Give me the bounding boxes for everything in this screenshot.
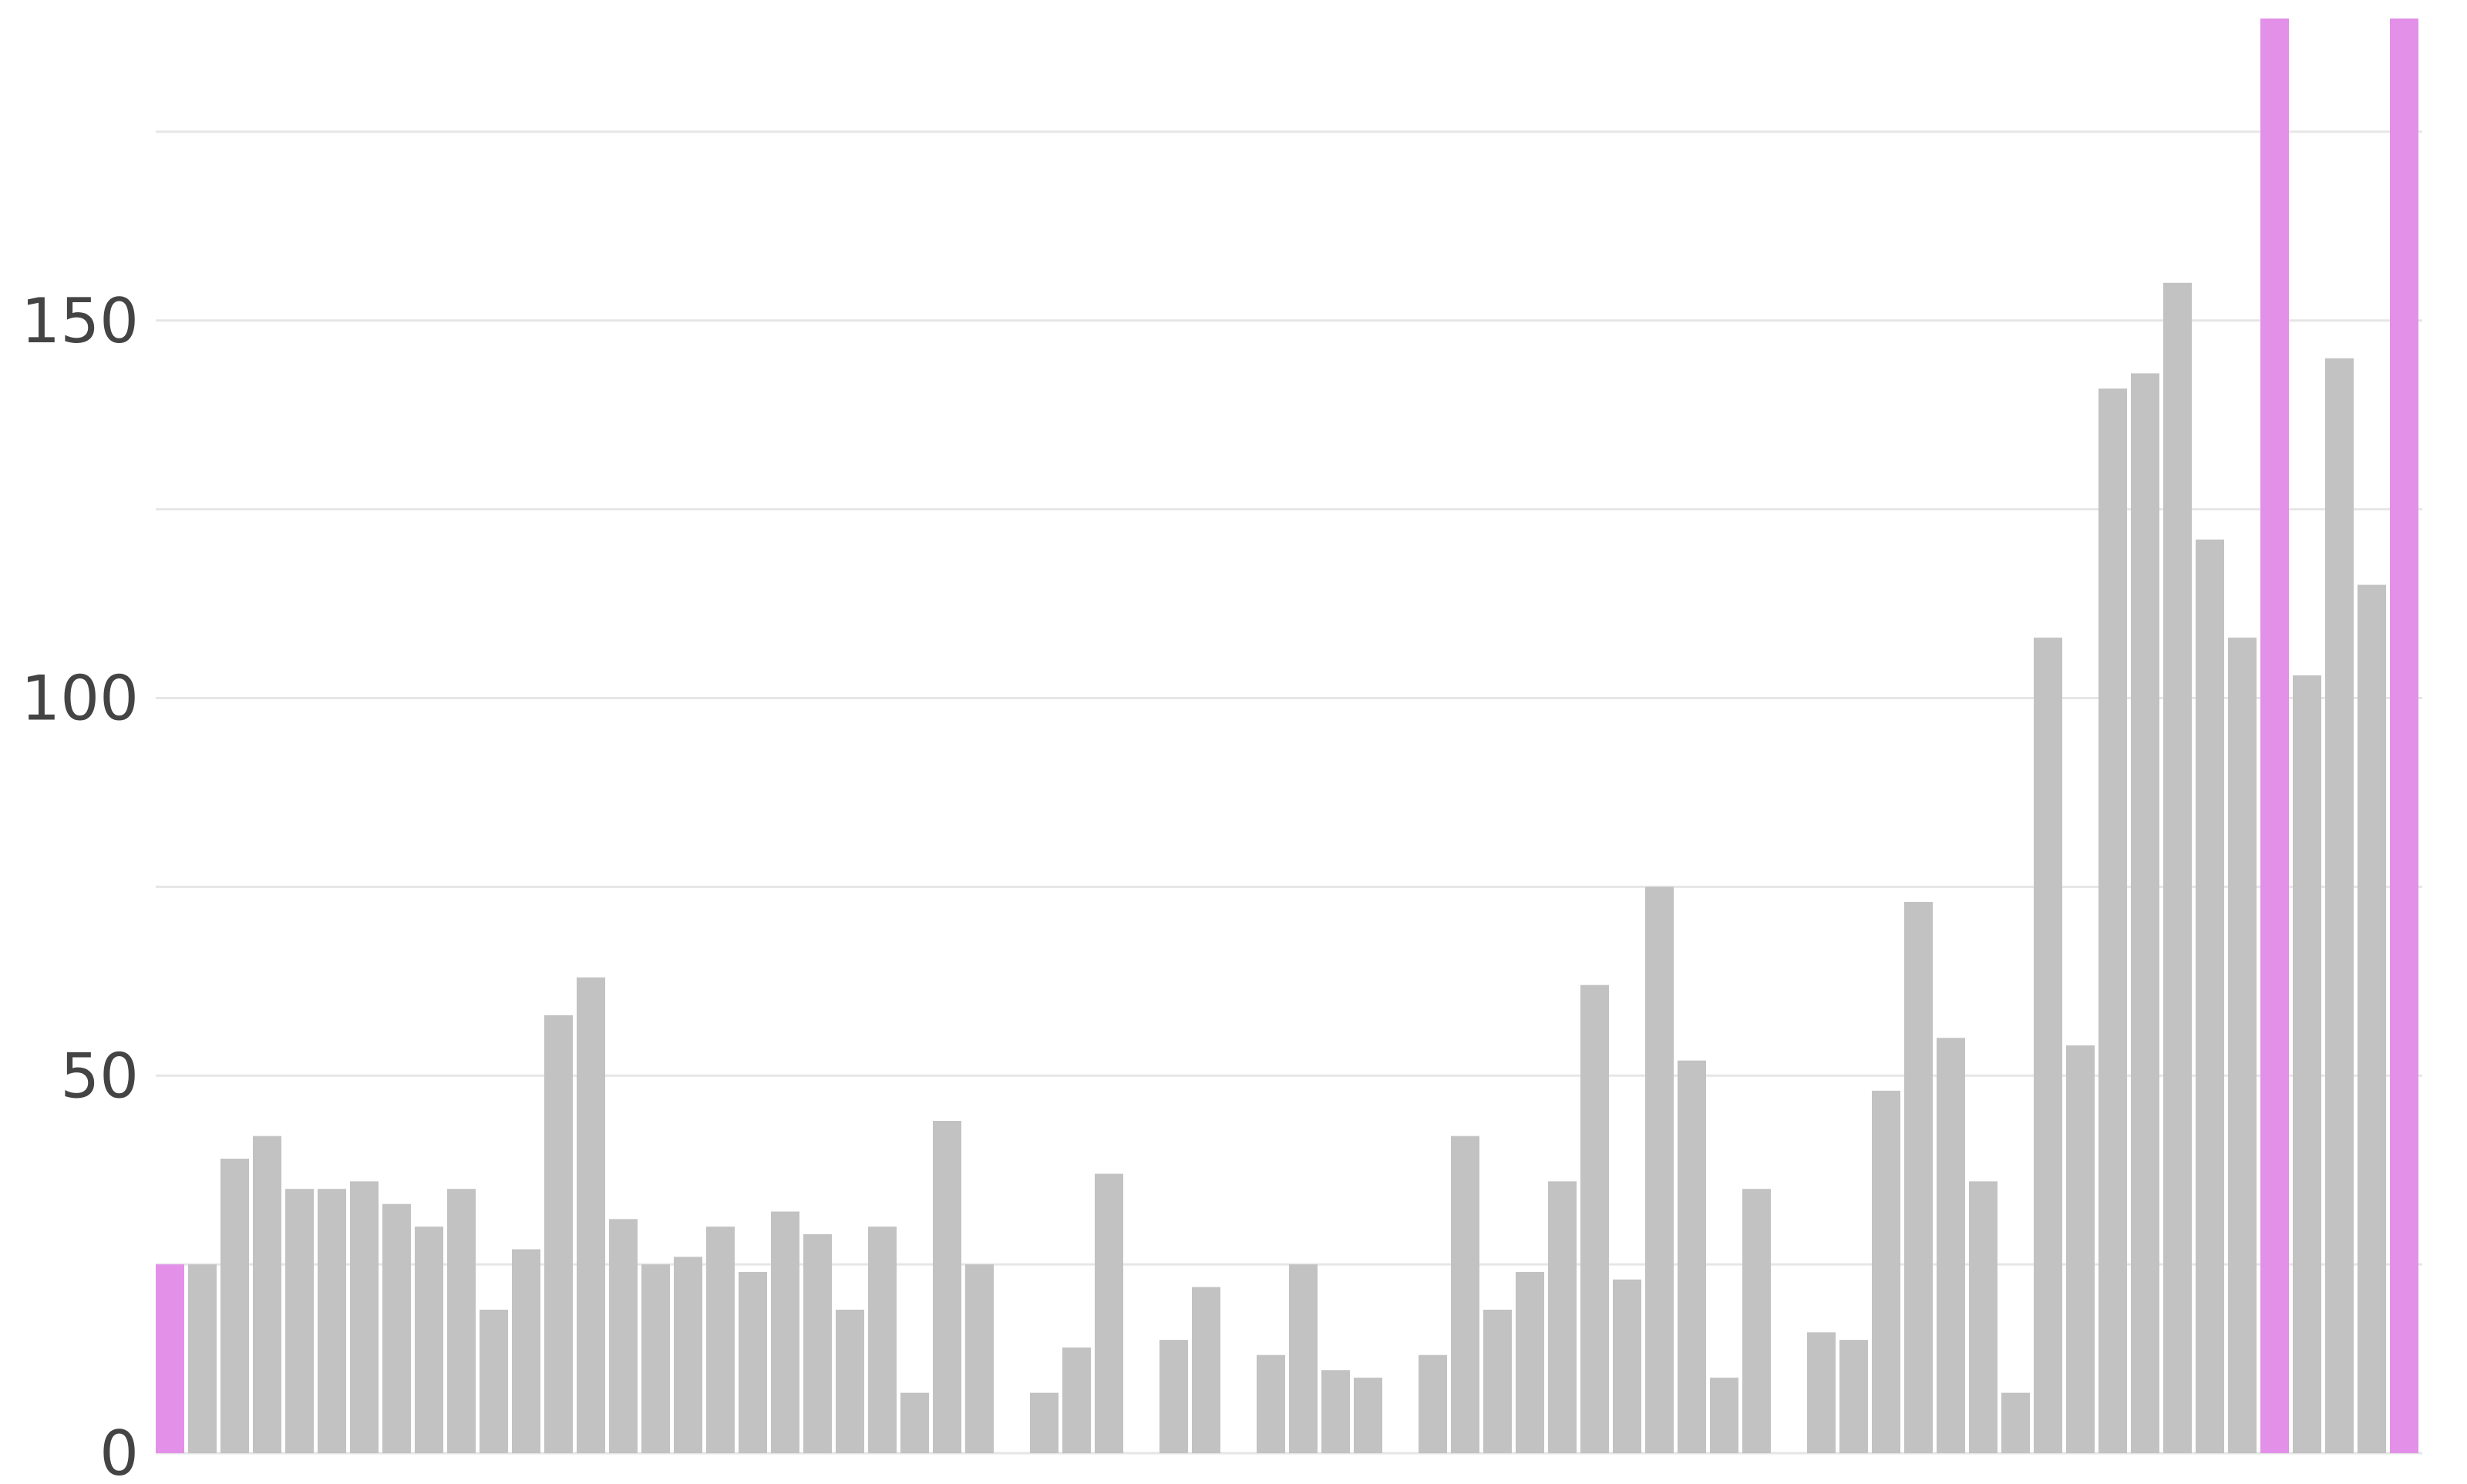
bar-48	[1710, 1378, 1738, 1453]
bar-59	[2066, 1045, 2095, 1453]
bar-2	[220, 1159, 249, 1453]
bar-10	[480, 1309, 508, 1453]
bar-68	[2358, 584, 2386, 1454]
bar-4	[285, 1189, 314, 1453]
bar-49	[1742, 1189, 1771, 1453]
bar-22	[868, 1227, 897, 1453]
bar-45	[1613, 1279, 1641, 1453]
bar-32	[1192, 1287, 1220, 1453]
bar-35	[1289, 1264, 1318, 1453]
bar-17	[706, 1227, 735, 1453]
bar-15	[641, 1264, 670, 1453]
bar-67	[2325, 358, 2354, 1453]
bar-51	[1807, 1332, 1836, 1453]
bar-1	[188, 1264, 217, 1453]
bar-8	[415, 1227, 443, 1453]
bar-20	[803, 1233, 832, 1453]
bar-55	[1937, 1038, 1965, 1453]
bar-31	[1159, 1340, 1188, 1453]
bar-54	[1904, 901, 1933, 1453]
bar-41	[1483, 1309, 1512, 1453]
bar-46	[1645, 887, 1674, 1453]
bar-64	[2228, 638, 2257, 1453]
bar-28	[1062, 1347, 1091, 1453]
bar-40	[1451, 1136, 1479, 1453]
bar-11	[512, 1249, 540, 1453]
bar-25	[965, 1264, 994, 1453]
bar-21	[836, 1309, 864, 1453]
bar-5	[318, 1189, 346, 1453]
bar-39	[1419, 1354, 1447, 1453]
bar-56	[1969, 1181, 1997, 1453]
bar-7	[382, 1203, 411, 1453]
bar-66	[2293, 675, 2321, 1453]
bar-19	[771, 1211, 799, 1453]
bar-18	[739, 1271, 767, 1453]
y-tick-label-50: 50	[60, 1040, 139, 1112]
bar-61	[2131, 373, 2159, 1453]
bar-9	[447, 1189, 476, 1453]
bar-58	[2034, 638, 2062, 1453]
y-tick-label-0: 0	[99, 1418, 139, 1480]
bar-24	[933, 1121, 961, 1453]
bar-27	[1030, 1392, 1058, 1453]
bar-12	[544, 1015, 573, 1453]
highlighted-bar-0	[156, 1264, 184, 1453]
gridlines	[156, 130, 2422, 1455]
bar-16	[674, 1257, 702, 1453]
bar-53	[1872, 1090, 1900, 1453]
bar-14	[609, 1219, 638, 1453]
highlighted-bar-69	[2390, 19, 2418, 1453]
bar-62	[2163, 282, 2192, 1453]
bar-52	[1839, 1340, 1868, 1453]
y-tick-label-150: 150	[21, 285, 139, 357]
bar-60	[2098, 388, 2127, 1453]
bar-63	[2196, 539, 2224, 1453]
bar-6	[350, 1181, 379, 1453]
bar-57	[2001, 1392, 2030, 1453]
y-tick-label-100: 100	[21, 663, 139, 735]
bar-13	[577, 977, 605, 1453]
bar-47	[1678, 1060, 1706, 1453]
bar-37	[1354, 1378, 1382, 1453]
bar-44	[1580, 984, 1609, 1453]
highlighted-bar-65	[2260, 19, 2289, 1453]
y-axis-tick-labels: 0 50 100 150	[21, 285, 139, 1484]
bar-36	[1321, 1370, 1350, 1453]
bar-23	[900, 1392, 929, 1453]
bar-43	[1548, 1181, 1577, 1453]
bar-3	[253, 1136, 281, 1453]
bar-42	[1516, 1271, 1544, 1453]
bars	[156, 19, 2418, 1454]
bar-34	[1257, 1354, 1285, 1453]
bar-29	[1095, 1173, 1123, 1453]
